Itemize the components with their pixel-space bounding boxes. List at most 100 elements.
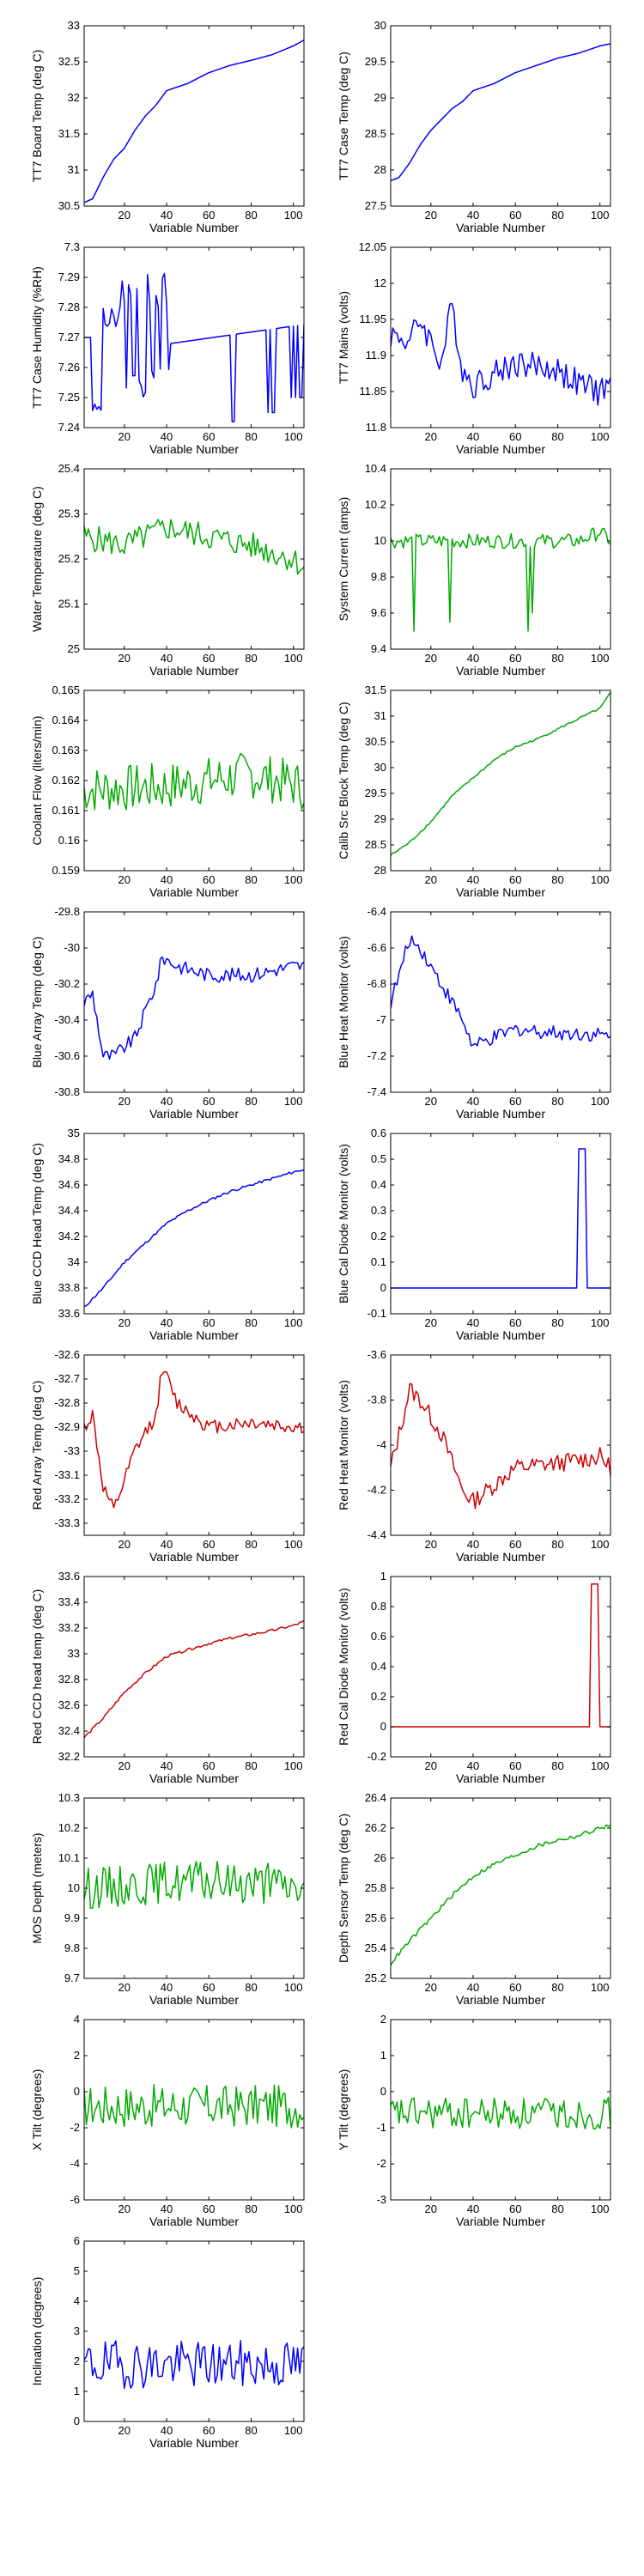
y-tick-label: 10.4 [365, 462, 386, 475]
axes-box [83, 1576, 305, 1758]
y-tick-label: 25.8 [365, 1881, 386, 1894]
x-tick-label: 80 [551, 873, 563, 886]
series-line [84, 519, 304, 575]
x-axis-label: Variable Number [456, 1328, 545, 1342]
x-tick-label: 20 [425, 1759, 437, 1772]
y-axis-label: Inclination (degrees) [30, 2277, 44, 2386]
y-tick-label: -33.1 [54, 1468, 80, 1481]
x-tick-label: 20 [425, 1095, 437, 1108]
y-tick-label: 31.5 [58, 127, 80, 140]
y-tick-label: -6.4 [368, 905, 386, 918]
x-tick-label: 80 [551, 2202, 563, 2215]
axes-box [390, 2019, 611, 2201]
y-tick-label: 25.2 [58, 552, 80, 565]
y-axis-label: MOS Depth (meters) [30, 1832, 44, 1943]
series-line [391, 302, 611, 406]
y-tick-label: 34 [68, 1255, 80, 1268]
chart-panel-19: 20 40 60 80 100 -6 -4 -2 0 2 4 Variable Number X Til… [30, 2013, 305, 2228]
series-line [391, 1148, 611, 1289]
axes-box [83, 1133, 305, 1315]
chart-panel-16: 20 40 60 80 100 -0.2 0 0.2 0.4 0.6 0.8 1 Variable Nu… [337, 1570, 611, 1785]
chart-panel-7: 20 40 60 80 100 0.159 0.16 0.161 0.162 0.163 0.164… [30, 683, 305, 899]
y-tick-label: 12 [374, 276, 386, 289]
y-tick-label: 34.6 [58, 1178, 80, 1191]
y-tick-label: 1 [74, 2385, 80, 2397]
chart-panel-5: 20 40 60 80 100 25 25.1 25.2 25.3 25.4 Variable Nu… [30, 462, 305, 677]
x-tick-label: 100 [284, 430, 303, 443]
y-tick-label: 32.2 [58, 1750, 80, 1763]
series-line [391, 43, 611, 182]
y-tick-label: 0 [74, 2085, 80, 2098]
y-axis-label: Blue Array Temp (deg C) [30, 936, 44, 1067]
y-tick-label: 0.6 [371, 1127, 386, 1139]
y-tick-label: 25.4 [58, 462, 80, 475]
x-tick-label: 20 [425, 1981, 437, 1994]
x-tick-label: 80 [245, 652, 257, 665]
y-tick-label: 7.26 [58, 361, 80, 374]
y-tick-label: -30.4 [54, 1013, 80, 1026]
y-tick-label: 10.2 [58, 1821, 80, 1834]
x-tick-label: 80 [551, 1095, 563, 1108]
y-tick-label: -4 [70, 2157, 80, 2170]
y-tick-label: 33.6 [58, 1307, 80, 1320]
y-tick-label: 7.27 [58, 331, 80, 343]
y-tick-label: 28.5 [365, 838, 386, 851]
y-tick-label: 28 [374, 163, 386, 176]
y-tick-label: -32.9 [54, 1420, 80, 1433]
x-tick-label: 20 [118, 430, 131, 443]
x-tick-label: 20 [118, 1759, 131, 1772]
x-tick-label: 60 [203, 209, 215, 222]
y-tick-label: 7.24 [58, 421, 80, 434]
y-axis-label: Calib Src Block Temp (deg C) [337, 702, 350, 859]
x-tick-label: 100 [284, 652, 303, 665]
series-line [84, 1169, 304, 1308]
x-tick-label: 40 [161, 209, 173, 222]
y-tick-label: -32.8 [54, 1396, 80, 1409]
y-tick-label: 31 [374, 709, 386, 722]
y-tick-label: 0.3 [371, 1204, 386, 1217]
y-tick-label: 33 [68, 1647, 80, 1660]
series-line [84, 2340, 304, 2390]
y-tick-label: 30.5 [365, 735, 386, 748]
x-tick-label: 80 [245, 1759, 257, 1772]
x-tick-label: 20 [425, 1316, 437, 1329]
x-tick-label: 100 [591, 1095, 610, 1108]
y-tick-label: 26 [374, 1851, 386, 1864]
y-axis-label: Blue Heat Monitor (volts) [337, 936, 350, 1068]
y-tick-label: 0.161 [52, 804, 80, 817]
x-tick-label: 80 [551, 652, 563, 665]
x-tick-label: 60 [509, 652, 521, 665]
x-tick-label: 60 [509, 209, 521, 222]
y-tick-label: -32.6 [54, 1348, 80, 1361]
y-tick-label: 33.8 [58, 1281, 80, 1294]
series-line [391, 527, 611, 632]
x-tick-label: 20 [118, 873, 131, 886]
x-tick-label: 40 [161, 1759, 173, 1772]
x-axis-label: Variable Number [456, 1550, 545, 1564]
y-tick-label: -2 [70, 2121, 80, 2134]
x-tick-label: 60 [203, 430, 215, 443]
y-tick-label: -32.7 [54, 1372, 80, 1385]
y-tick-label: 33 [68, 19, 80, 32]
axes-box [390, 246, 611, 428]
y-tick-label: 0.8 [371, 1600, 386, 1613]
y-tick-label: 0.2 [371, 1690, 386, 1703]
axes-box [390, 1354, 611, 1536]
y-tick-label: 3 [74, 2324, 80, 2337]
y-tick-label: -7.2 [368, 1049, 386, 1062]
x-tick-label: 100 [591, 1759, 610, 1772]
x-tick-label: 40 [161, 1095, 173, 1108]
x-tick-label: 80 [245, 1316, 257, 1329]
y-axis-label: Depth Sensor Temp (deg C) [337, 1814, 350, 1963]
x-tick-label: 40 [467, 2202, 479, 2215]
x-tick-label: 20 [118, 1095, 131, 1108]
y-tick-label: 32.8 [58, 1673, 80, 1686]
x-tick-label: 40 [161, 1981, 173, 1994]
y-tick-label: 26.2 [365, 1821, 386, 1834]
chart-panel-15: 20 40 60 80 100 32.2 32.4 32.6 32.8 33 33.2 33.4 33.… [30, 1570, 305, 1785]
y-tick-label: -2 [376, 2157, 386, 2170]
y-tick-label: -30 [64, 941, 80, 954]
y-tick-label: 32.4 [58, 1724, 80, 1737]
chart-panel-12: 20 40 60 80 100 -0.1 0 0.1 0.2 0.3 0.4 0.5 0.6 Variab… [337, 1127, 611, 1342]
y-tick-label: 0 [380, 2085, 386, 2098]
